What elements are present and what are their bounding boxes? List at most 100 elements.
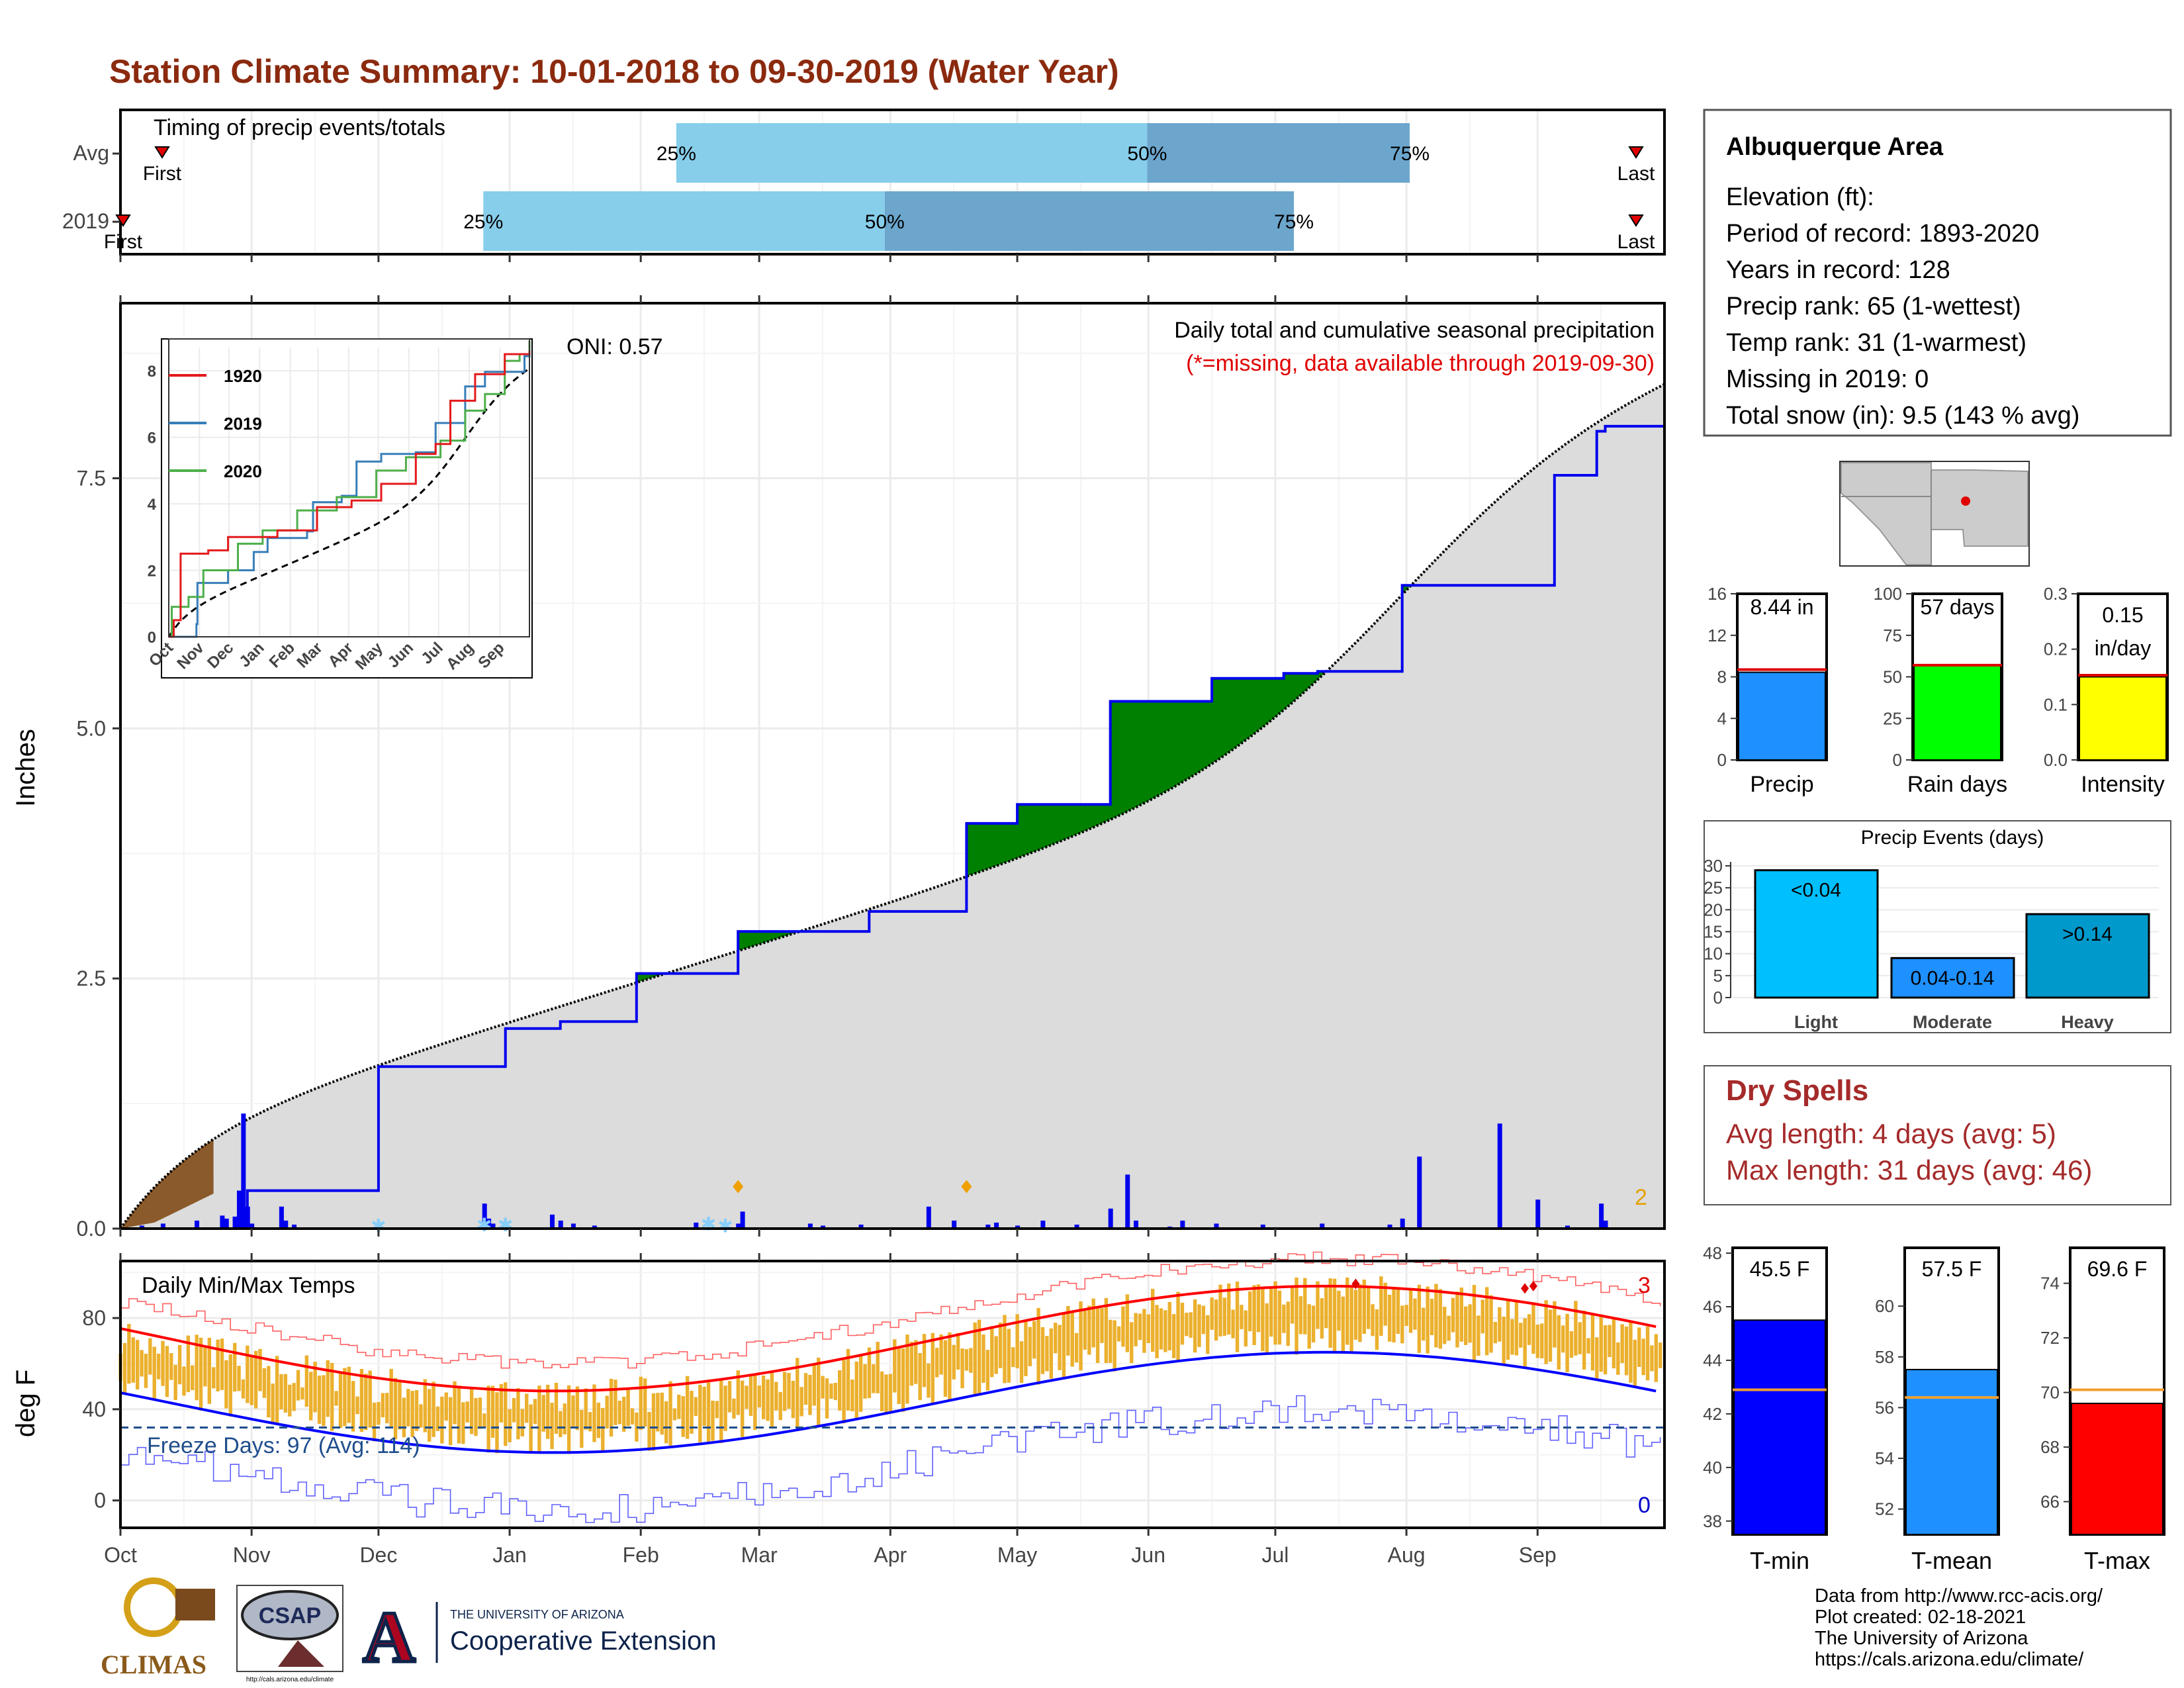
daily-temp-bar	[994, 1336, 998, 1374]
daily-temp-bar	[1624, 1326, 1629, 1376]
daily-temp-bar	[948, 1332, 952, 1401]
daily-temp-bar	[275, 1356, 279, 1423]
footer-credit-line: https://cals.arizona.edu/climate/	[1815, 1649, 2084, 1670]
daily-temp-bar	[1371, 1304, 1375, 1336]
daily-temp-bar	[1125, 1294, 1130, 1352]
inset-plot-frame	[168, 338, 530, 637]
daily-temp-bar	[630, 1408, 635, 1425]
daily-temp-bar	[672, 1408, 677, 1421]
stat-bar-tick-label: 8	[1717, 667, 1727, 687]
daily-temp-bar	[1506, 1299, 1510, 1360]
timing-label: Timing of precip events/totals	[154, 115, 445, 140]
daily-temp-bar	[698, 1384, 702, 1442]
event-bar	[1890, 957, 2015, 999]
stat-bar-name: Precip	[1750, 772, 1813, 797]
event-bar	[1754, 869, 1879, 999]
daily-temp-bar	[1654, 1334, 1659, 1382]
daily-temp-bar	[1320, 1298, 1324, 1339]
stat-bar-tick-label: 12	[1707, 626, 1727, 645]
daily-temp-bar	[846, 1348, 850, 1411]
timing-p50-label: 50%	[1127, 143, 1167, 165]
last-event-marker	[1628, 146, 1644, 159]
daily-temp-bar	[774, 1382, 778, 1411]
daily-temp-bar	[461, 1402, 465, 1444]
daily-temp-bar	[1426, 1286, 1430, 1354]
daily-temp-bar	[1074, 1333, 1079, 1363]
daily-temp-bar	[787, 1373, 791, 1409]
daily-temp-bar	[148, 1338, 152, 1375]
temp-stat-tick-label: 38	[1703, 1511, 1722, 1531]
event-diamond-marker	[961, 1180, 972, 1194]
daily-temp-bar	[668, 1381, 672, 1446]
y-tick-label: 5.0	[77, 716, 106, 740]
daily-temp-bar	[601, 1407, 605, 1452]
daily-temp-bar	[766, 1379, 770, 1421]
daily-temp-bar	[1240, 1305, 1244, 1329]
inset-climatology-line	[167, 367, 530, 637]
daily-temp-bar	[1113, 1320, 1116, 1372]
daily-temp-bar	[207, 1337, 212, 1404]
daily-temp-bar	[419, 1404, 423, 1428]
daily-temp-bar	[1569, 1331, 1574, 1358]
info-lines: Elevation (ft): Period of record: 1893-20…	[1726, 183, 2079, 430]
inset-legend-label: 2020	[224, 461, 262, 481]
daily-temp-bar	[203, 1345, 207, 1387]
footer-credit-line: Plot created: 02-18-2021	[1815, 1607, 2026, 1628]
daily-temp-bar	[253, 1350, 258, 1409]
daily-temp-bar	[1214, 1299, 1218, 1341]
daily-precip-bar	[821, 1225, 826, 1229]
daily-temp-bar	[1540, 1323, 1544, 1359]
daily-temp-bar	[1544, 1300, 1548, 1364]
daily-precip-bar	[1125, 1174, 1130, 1229]
daily-temp-bar	[122, 1342, 127, 1395]
daily-temp-bar	[1167, 1301, 1171, 1350]
footer-credit-line: Data from http://www.rcc-acis.org/	[1815, 1585, 2103, 1607]
y-tick-label: 7.5	[77, 466, 106, 490]
temp-frame	[119, 1260, 1666, 1529]
daily-temp-bar	[799, 1387, 803, 1417]
daily-temp-bar	[465, 1401, 469, 1423]
daily-temp-bar	[1620, 1324, 1624, 1364]
daily-precip-bar	[1417, 1156, 1422, 1229]
daily-temp-bar	[1138, 1313, 1142, 1340]
daily-temp-bar	[1404, 1305, 1408, 1327]
event-bar-label: 0.04-0.14	[1911, 967, 1995, 989]
inset-line-2020	[169, 341, 531, 638]
info-line: Missing in 2019: 0	[1726, 365, 1929, 393]
temp-stat-tick-label: 52	[1875, 1499, 1894, 1519]
snow-marker-icon: ✱	[717, 1215, 733, 1236]
daily-temp-bar	[1408, 1289, 1413, 1333]
temp-y-tick-label: 0	[94, 1489, 106, 1513]
temp-stat-tick-label: 66	[2040, 1492, 2060, 1512]
daily-temp-bar	[1095, 1307, 1100, 1363]
daily-precip-bar	[736, 1223, 741, 1229]
map-states	[1841, 462, 2028, 565]
timing-p75-label: 75%	[1390, 143, 1430, 165]
daily-temp-bar	[614, 1380, 617, 1425]
daily-temp-bar	[660, 1392, 664, 1435]
daily-temp-bar	[313, 1362, 317, 1413]
daily-precip-bar	[1074, 1224, 1079, 1229]
timing-p75-label: 75%	[1274, 211, 1314, 233]
info-line: Years in record: 128	[1726, 256, 1950, 284]
info-line: Total snow (in): 9.5 (143 % avg)	[1726, 402, 2079, 430]
inset-legend-label: 1920	[224, 366, 262, 386]
daily-precip-bar	[236, 1190, 242, 1229]
y-tick-label: 0.0	[77, 1217, 106, 1241]
daily-temp-bar	[1176, 1291, 1180, 1361]
daily-temp-bar	[220, 1338, 224, 1390]
footer: CLIMAS CSAP http://cals.arizona.edu/clim…	[101, 1577, 2103, 1683]
daily-temp-bar	[525, 1393, 529, 1423]
daily-temp-bar	[1383, 1282, 1387, 1326]
stat-bar-name: Intensity	[2081, 772, 2165, 797]
temp-stat-tick-label: 44	[1703, 1350, 1722, 1370]
daily-precip-bar	[926, 1206, 931, 1229]
daily-temp-bar	[516, 1387, 520, 1440]
inset-y-tick-label: 2	[148, 563, 156, 581]
csap-cloud-icon	[241, 1590, 339, 1640]
y-tick-label: 2.5	[77, 966, 106, 990]
temp-stat-value-label: 69.6 F	[2087, 1257, 2148, 1281]
month-label: Jan	[492, 1543, 527, 1567]
daily-temp-bar	[1252, 1285, 1256, 1345]
daily-temp-bar	[1036, 1307, 1040, 1385]
